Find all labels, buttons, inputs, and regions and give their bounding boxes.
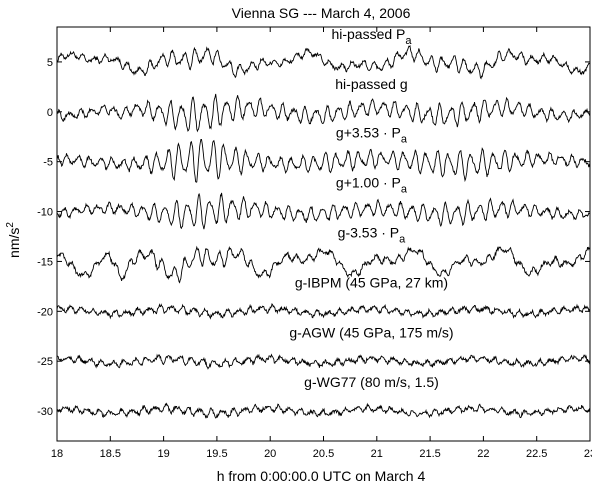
series-trace (56, 138, 591, 183)
x-tick-label: 23 (584, 448, 592, 460)
y-tick-label: -5 (43, 157, 53, 169)
series-trace (56, 192, 591, 230)
x-tick-label: 22 (477, 448, 489, 460)
series-trace (56, 245, 591, 284)
x-tick-label: 21 (371, 448, 383, 460)
y-tick-label: 5 (47, 57, 53, 69)
series-labels: hi-passed Pa hi-passed g g+3.53 · Pa g+1.00… (289, 26, 453, 390)
y-axis-label-base: nm/s (6, 228, 22, 258)
x-tick-label: 20 (264, 448, 276, 460)
x-axis: 18 18.5 19 19.5 20 20.5 21 21.5 22 22.5 23 (51, 27, 592, 460)
series-trace (56, 93, 591, 133)
x-tick-label: 20.5 (313, 448, 334, 460)
y-axis-label-exponent: 2 (5, 222, 16, 228)
series-label: g-3.53 · Pa (338, 224, 406, 245)
x-tick-label: 18.5 (100, 448, 121, 460)
series-trace (56, 303, 591, 320)
chart-title: Vienna SG --- March 4, 2006 (232, 5, 411, 21)
y-tick-label: -15 (37, 256, 53, 268)
series-label: g+3.53 · Pa (336, 125, 408, 146)
x-tick-label: 22.5 (526, 448, 547, 460)
y-tick-label: -20 (37, 306, 53, 318)
x-tick-label: 19.5 (206, 448, 227, 460)
y-tick-label: -30 (37, 406, 53, 418)
x-tick-label: 21.5 (419, 448, 440, 460)
x-axis-label: h from 0:00:00.0 UTC on March 4 (217, 468, 426, 484)
series-traces (56, 44, 591, 419)
x-tick-label: 19 (157, 448, 169, 460)
series-label: g+1.00 · Pa (336, 175, 408, 196)
series-label: g-IBPM (45 GPa, 27 km) (295, 274, 448, 290)
series-label: hi-passed Pa (331, 26, 412, 47)
series-trace (56, 402, 591, 419)
x-tick-label: 18 (51, 448, 63, 460)
y-axis-label: nm/s2 (5, 222, 22, 258)
y-tick-label: 0 (47, 107, 53, 119)
series-label: g-WG77 (80 m/s, 1.5) (304, 374, 439, 390)
y-tick-label: -25 (37, 356, 53, 368)
y-axis: 5 0 -5 -10 -15 -20 -25 -30 (37, 57, 590, 418)
series-label: hi-passed g (335, 76, 407, 92)
series-trace (56, 353, 591, 370)
series-trace (56, 44, 591, 80)
series-label: g-AGW (45 GPa, 175 m/s) (289, 324, 453, 340)
y-tick-label: -10 (37, 207, 53, 219)
